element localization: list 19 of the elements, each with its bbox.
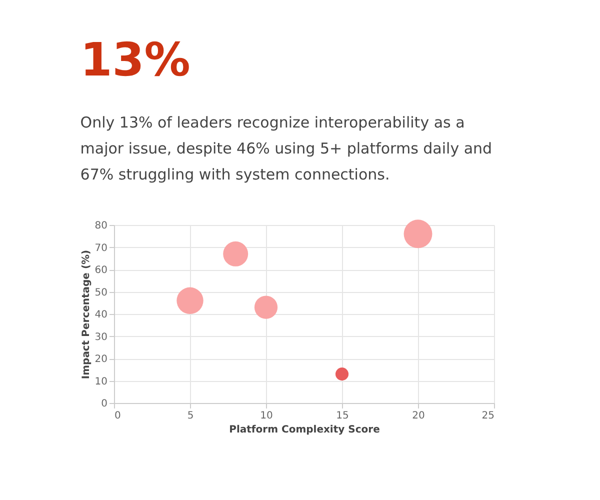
x-tick-label: 15 — [336, 410, 349, 422]
x-tick-label: 5 — [187, 410, 194, 422]
y-tick-label: 60 — [94, 265, 108, 276]
x-tick-label: 25 — [482, 410, 494, 422]
y-axis-title: Impact Percentage (%) — [80, 250, 92, 380]
y-tick-label: 40 — [94, 310, 108, 320]
y-tick-label: 10 — [94, 376, 108, 388]
x-axis-title: Platform Complexity Score — [229, 424, 380, 436]
y-tick-label: 30 — [94, 332, 108, 343]
x-tick-label: 10 — [260, 410, 273, 422]
y-tick-label: 70 — [94, 242, 108, 254]
y-tick-label: 50 — [94, 287, 108, 298]
y-tick-label: 20 — [94, 354, 108, 365]
x-tick-label: 0 — [114, 410, 121, 422]
x-tick-label: 20 — [412, 410, 425, 422]
y-tick-label: 80 — [94, 220, 108, 232]
chart-title: 13% — [80, 32, 190, 87]
chart-subtitle: Only 13% of leaders recognize interoperability as a major issue, despite 46% using 5+ platforms daily and 67% struggling with system connections. — [80, 114, 492, 184]
y-tick-label: 0 — [101, 398, 108, 410]
